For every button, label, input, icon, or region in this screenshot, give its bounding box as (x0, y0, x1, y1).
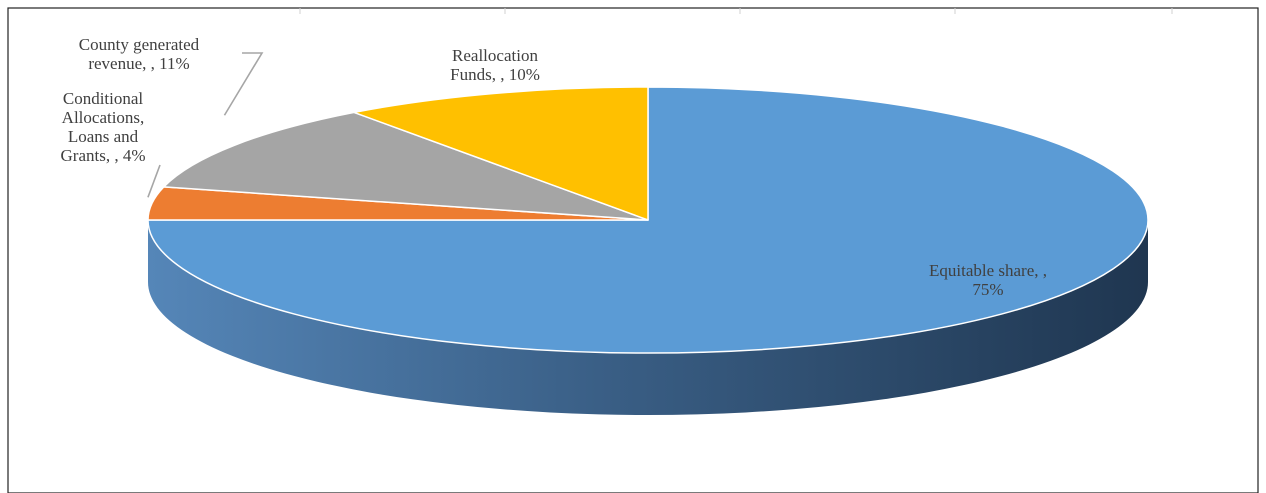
chart-background-grid (7, 7, 1259, 493)
slice-equitable-share (147, 86, 1149, 354)
pie-slices (147, 86, 1149, 354)
leader-line-conditional-allocations-loans-and-grants (147, 164, 161, 198)
slice-county-generated-revenue (162, 111, 649, 221)
leader-lines (147, 52, 264, 198)
slice-reallocation-funds (353, 86, 649, 221)
data-label-equitable-share: Equitable share, , 75% (929, 261, 1047, 299)
slice-side-equitable-share (148, 220, 1148, 415)
leader-line-county-generated-revenue (223, 52, 264, 116)
data-label-conditional-allocations-loans-and-grants: Conditional Allocations, Loans and Grants, … (61, 89, 146, 165)
data-label-reallocation-funds: Reallocation Funds, , 10% (450, 46, 540, 84)
plot-border (7, 7, 1259, 493)
data-label-county-generated-revenue: County generated revenue, , 11% (79, 35, 200, 73)
data-labels: Equitable share, , 75% Conditional Allocati… (61, 35, 1048, 299)
pie-side (148, 220, 1148, 415)
